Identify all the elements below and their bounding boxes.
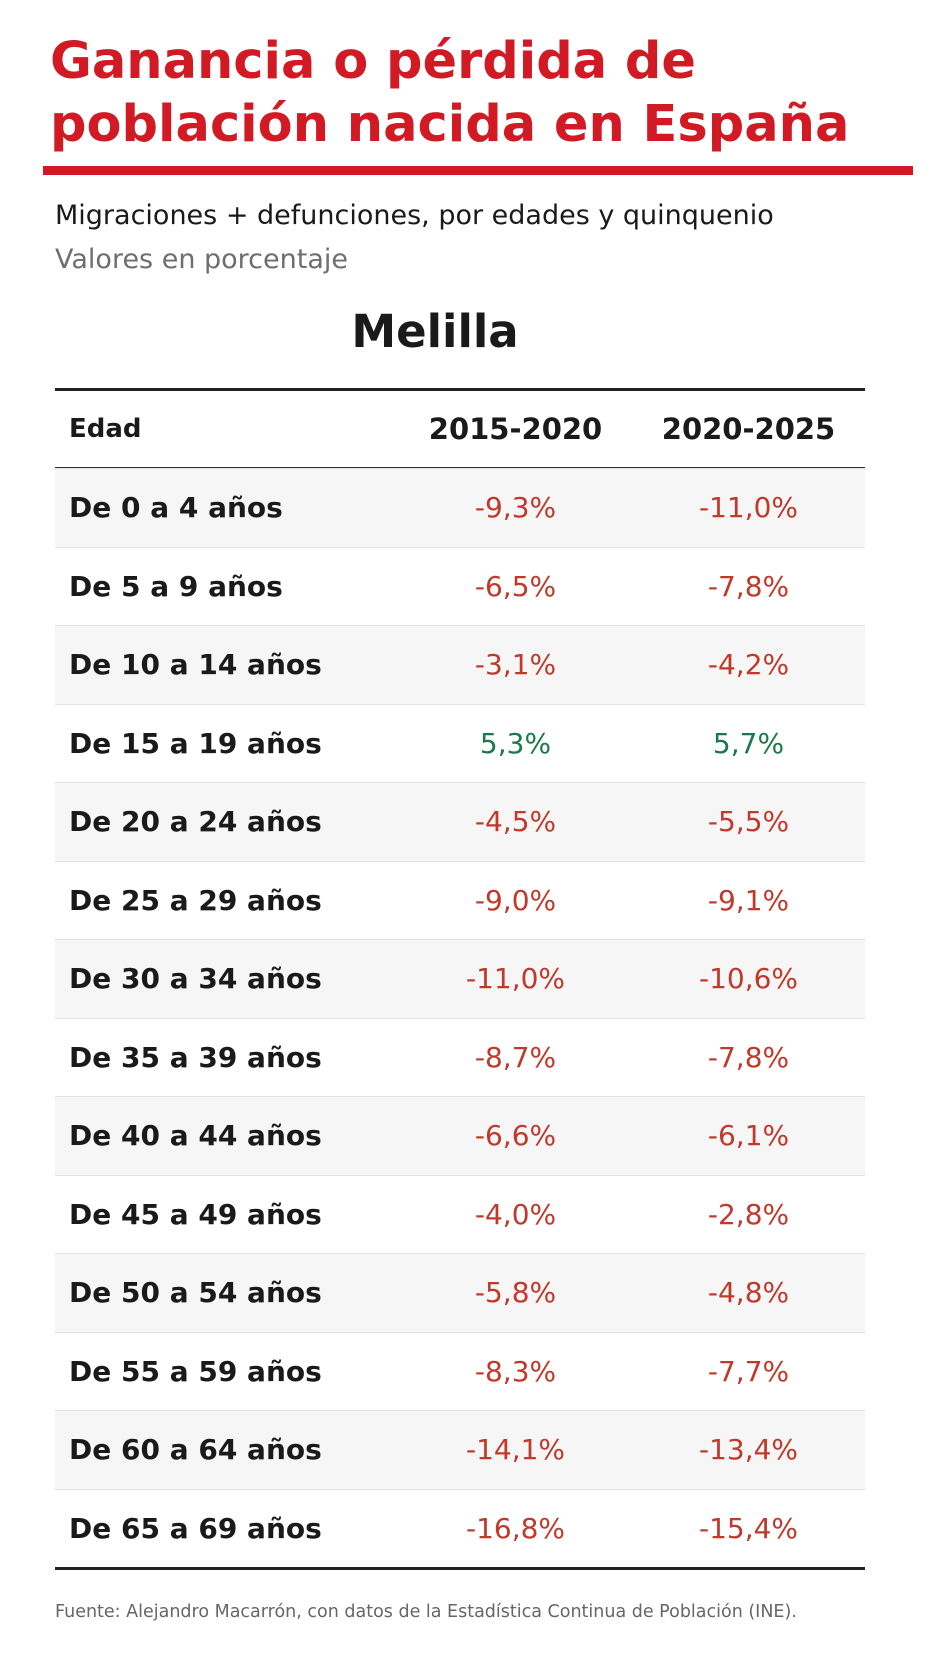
chart-subtitle: Migraciones + defunciones, por edades y … <box>55 200 774 231</box>
value-2020-2025: -6,1% <box>707 1119 790 1153</box>
value-2020-2025: -5,5% <box>707 805 790 839</box>
value-2015-2020: -11,0% <box>465 962 566 996</box>
column-header-2015-2020: 2015-2020 <box>428 412 603 446</box>
value-2015-2020: -8,7% <box>474 1040 557 1074</box>
age-group-label: De 35 a 39 años <box>69 1040 322 1074</box>
value-2015-2020: -4,5% <box>474 805 557 839</box>
table-row: De 30 a 34 años -11,0% -10,6% <box>55 939 865 1018</box>
source-note: Fuente: Alejandro Macarrón, con datos de… <box>55 1602 797 1622</box>
value-2020-2025: -13,4% <box>698 1433 799 1467</box>
value-2020-2025: -2,8% <box>707 1197 790 1231</box>
units-note: Valores en porcentaje <box>55 244 348 275</box>
value-2020-2025: -15,4% <box>698 1511 799 1545</box>
value-2020-2025: -9,1% <box>707 883 790 917</box>
table-row: De 5 a 9 años -6,5% -7,8% <box>55 546 865 626</box>
age-group-label: De 30 a 34 años <box>69 962 322 996</box>
data-table: Edad 2015-2020 2020-2025 De 0 a 4 años -9… <box>55 388 865 1570</box>
table-row: De 35 a 39 años -8,7% -7,8% <box>55 1017 865 1097</box>
chart-title: Ganancia o pérdida de población nacida e… <box>50 32 850 154</box>
value-2020-2025: 5,7% <box>712 726 785 760</box>
value-2015-2020: -6,5% <box>474 569 557 603</box>
value-2015-2020: 5,3% <box>479 726 552 760</box>
column-header-age: Edad <box>69 414 142 444</box>
table-row: De 25 a 29 años -9,0% -9,1% <box>55 860 865 940</box>
table-row: De 10 a 14 años -3,1% -4,2% <box>55 625 865 704</box>
title-underline <box>43 166 913 175</box>
table-header-row: Edad 2015-2020 2020-2025 <box>55 391 865 468</box>
value-2020-2025: -4,8% <box>707 1276 790 1310</box>
value-2015-2020: -6,6% <box>474 1119 557 1153</box>
table-row: De 15 a 19 años 5,3% 5,7% <box>55 703 865 783</box>
age-group-label: De 15 a 19 años <box>69 726 322 760</box>
region-title: Melilla <box>351 305 519 358</box>
table-row: De 0 a 4 años -9,3% -11,0% <box>55 468 865 547</box>
table-row: De 65 a 69 años -16,8% -15,4% <box>55 1488 865 1568</box>
value-2015-2020: -9,3% <box>474 491 557 525</box>
age-group-label: De 20 a 24 años <box>69 805 322 839</box>
age-group-label: De 5 a 9 años <box>69 569 283 603</box>
table-row: De 45 a 49 años -4,0% -2,8% <box>55 1174 865 1254</box>
age-group-label: De 10 a 14 años <box>69 648 322 682</box>
value-2015-2020: -16,8% <box>465 1511 566 1545</box>
table-row: De 20 a 24 años -4,5% -5,5% <box>55 782 865 861</box>
age-group-label: De 45 a 49 años <box>69 1197 322 1231</box>
age-group-label: De 25 a 29 años <box>69 883 322 917</box>
value-2015-2020: -4,0% <box>474 1197 557 1231</box>
value-2020-2025: -7,8% <box>707 1040 790 1074</box>
value-2020-2025: -7,8% <box>707 569 790 603</box>
value-2020-2025: -11,0% <box>698 491 799 525</box>
table-row: De 40 a 44 años -6,6% -6,1% <box>55 1096 865 1175</box>
value-2015-2020: -9,0% <box>474 883 557 917</box>
age-group-label: De 40 a 44 años <box>69 1119 322 1153</box>
table-body: De 0 a 4 años -9,3% -11,0% De 5 a 9 años -6,… <box>55 468 865 1567</box>
value-2015-2020: -8,3% <box>474 1354 557 1388</box>
value-2015-2020: -5,8% <box>474 1276 557 1310</box>
value-2015-2020: -14,1% <box>465 1433 566 1467</box>
value-2020-2025: -4,2% <box>707 648 790 682</box>
table-row: De 60 a 64 años -14,1% -13,4% <box>55 1410 865 1489</box>
value-2020-2025: -10,6% <box>698 962 799 996</box>
age-group-label: De 65 a 69 años <box>69 1511 322 1545</box>
age-group-label: De 0 a 4 años <box>69 491 283 525</box>
age-group-label: De 55 a 59 años <box>69 1354 322 1388</box>
table-row: De 50 a 54 años -5,8% -4,8% <box>55 1253 865 1332</box>
value-2015-2020: -3,1% <box>474 648 557 682</box>
value-2020-2025: -7,7% <box>707 1354 790 1388</box>
age-group-label: De 60 a 64 años <box>69 1433 322 1467</box>
column-header-2020-2025: 2020-2025 <box>661 412 836 446</box>
age-group-label: De 50 a 54 años <box>69 1276 322 1310</box>
table-row: De 55 a 59 años -8,3% -7,7% <box>55 1331 865 1411</box>
